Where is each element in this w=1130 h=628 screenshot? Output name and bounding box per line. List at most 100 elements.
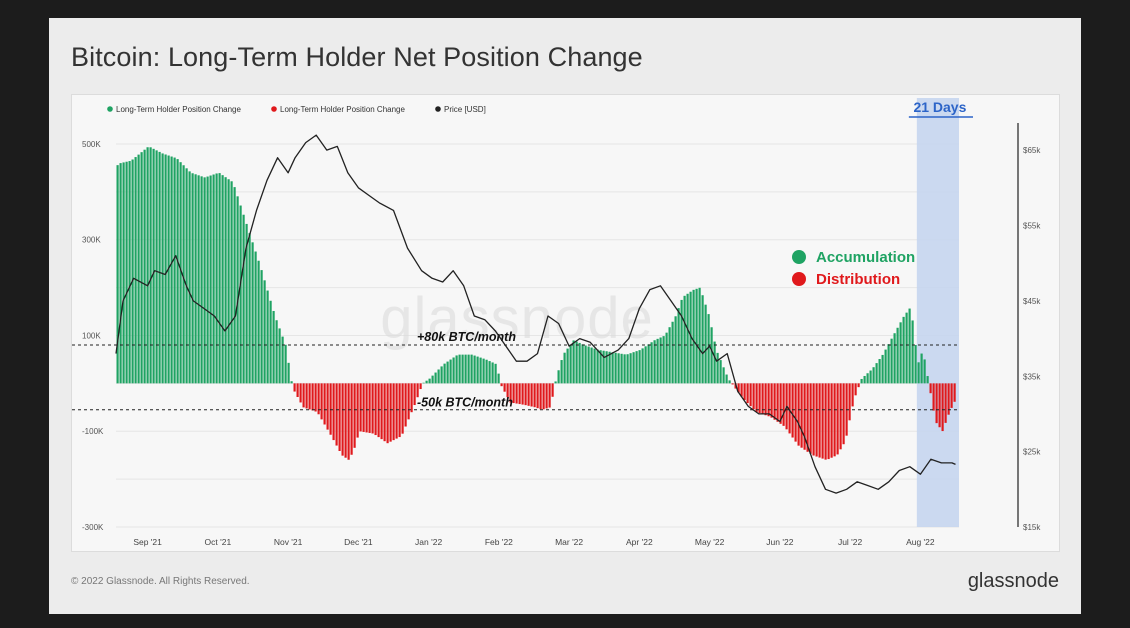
- net-position-bar: [920, 353, 923, 384]
- net-position-bar: [830, 383, 833, 458]
- net-position-bar: [470, 354, 473, 384]
- y-right-tick-label: $35k: [1023, 372, 1041, 381]
- net-position-bar: [191, 173, 194, 384]
- net-position-bar: [416, 383, 419, 398]
- net-position-bar: [371, 383, 374, 434]
- net-position-bar: [182, 165, 185, 384]
- net-position-bar: [896, 327, 899, 384]
- net-position-bar: [683, 295, 686, 384]
- net-position-bar: [488, 361, 491, 384]
- net-position-bar: [341, 383, 344, 456]
- net-position-bar: [137, 154, 140, 384]
- net-position-bar: [152, 148, 155, 384]
- net-position-bar: [353, 383, 356, 448]
- net-position-bar: [155, 150, 158, 384]
- net-position-bar: [200, 176, 203, 384]
- legend: Long-Term Holder Position Change Long-Ter…: [107, 105, 486, 114]
- net-position-bar: [215, 173, 218, 384]
- net-position-bar: [818, 383, 821, 458]
- net-position-bar: [797, 383, 800, 446]
- net-position-bar: [554, 381, 557, 384]
- net-position-bar: [326, 383, 329, 430]
- net-position-bar: [320, 383, 323, 420]
- net-position-bar: [323, 383, 326, 425]
- net-position-bar: [794, 383, 797, 442]
- net-position-bar: [398, 383, 401, 438]
- net-position-bar: [686, 293, 689, 384]
- net-position-bar: [800, 383, 803, 448]
- net-position-bar: [233, 187, 236, 384]
- x-tick-label: Dec '21: [344, 537, 373, 547]
- net-position-bar: [947, 383, 950, 415]
- net-position-bar: [446, 361, 449, 384]
- net-position-bar: [731, 383, 734, 385]
- highlight-group: 21 Days: [908, 98, 973, 527]
- net-position-bar: [578, 342, 581, 384]
- net-position-bar: [350, 383, 353, 455]
- net-position-bar: [566, 348, 569, 384]
- net-position-bar: [347, 383, 350, 460]
- net-position-bar: [293, 383, 296, 392]
- net-position-bar: [857, 383, 860, 388]
- net-position-bar: [758, 383, 761, 414]
- net-position-bar: [212, 174, 215, 384]
- net-position-bar: [308, 383, 311, 410]
- legend-marker: [271, 106, 277, 112]
- net-position-bar: [836, 383, 839, 455]
- net-position-bar: [740, 383, 743, 397]
- net-position-bar: [434, 372, 437, 384]
- net-position-bar: [458, 354, 461, 384]
- net-position-bar: [302, 383, 305, 408]
- net-position-bar: [128, 161, 131, 384]
- net-position-bar: [929, 383, 932, 394]
- net-position-bar: [821, 383, 824, 459]
- net-position-bar: [221, 175, 224, 384]
- x-tick-label: Aug '22: [906, 537, 935, 547]
- net-position-bar: [173, 157, 176, 384]
- net-position-bar: [707, 314, 710, 384]
- net-position-bar: [545, 383, 548, 409]
- watermark: glassnode: [380, 286, 653, 351]
- chart-panel: 21 Days glassnode +80k BTC/month -50k BTC…: [71, 94, 1060, 552]
- net-position-bar: [362, 383, 365, 432]
- net-position-bar: [842, 383, 845, 445]
- net-position-bar: [773, 383, 776, 420]
- net-position-bar: [782, 383, 785, 426]
- net-position-bar: [902, 316, 905, 384]
- net-position-bar: [329, 383, 332, 435]
- net-position-bar: [455, 355, 458, 384]
- net-position-bar: [614, 352, 617, 384]
- net-position-bar: [335, 383, 338, 446]
- net-position-bar: [941, 383, 944, 432]
- net-position-bar: [464, 354, 467, 384]
- net-position-bar: [473, 355, 476, 384]
- chart-svg: 21 Days glassnode +80k BTC/month -50k BTC…: [72, 98, 1041, 547]
- net-position-bar: [134, 157, 137, 384]
- legend-label: Price [USD]: [444, 105, 486, 114]
- chart-card: Bitcoin: Long-Term Holder Net Position C…: [49, 18, 1081, 614]
- net-position-bar: [287, 362, 290, 384]
- net-position-bar: [674, 316, 677, 384]
- net-position-bar: [824, 383, 827, 460]
- net-position-bar: [179, 162, 182, 384]
- net-position-bar: [908, 308, 911, 384]
- net-position-bar: [188, 171, 191, 384]
- net-position-bar: [509, 383, 512, 403]
- net-position-bar: [905, 312, 908, 384]
- net-position-bar: [275, 320, 278, 384]
- net-position-bar: [635, 351, 638, 384]
- net-position-bar: [449, 359, 452, 384]
- net-position-bar: [158, 151, 161, 384]
- net-position-bar: [587, 346, 590, 384]
- net-position-bar: [461, 354, 464, 384]
- net-position-bar: [356, 383, 359, 438]
- net-position-bar: [245, 223, 248, 384]
- net-position-bar: [359, 383, 362, 432]
- net-position-bar: [833, 383, 836, 457]
- net-position-bar: [860, 378, 863, 384]
- net-position-bar: [224, 177, 227, 384]
- annotation-marker: [792, 250, 806, 264]
- net-position-bar: [611, 352, 614, 384]
- net-position-bar: [851, 383, 854, 407]
- net-position-bar: [737, 383, 740, 393]
